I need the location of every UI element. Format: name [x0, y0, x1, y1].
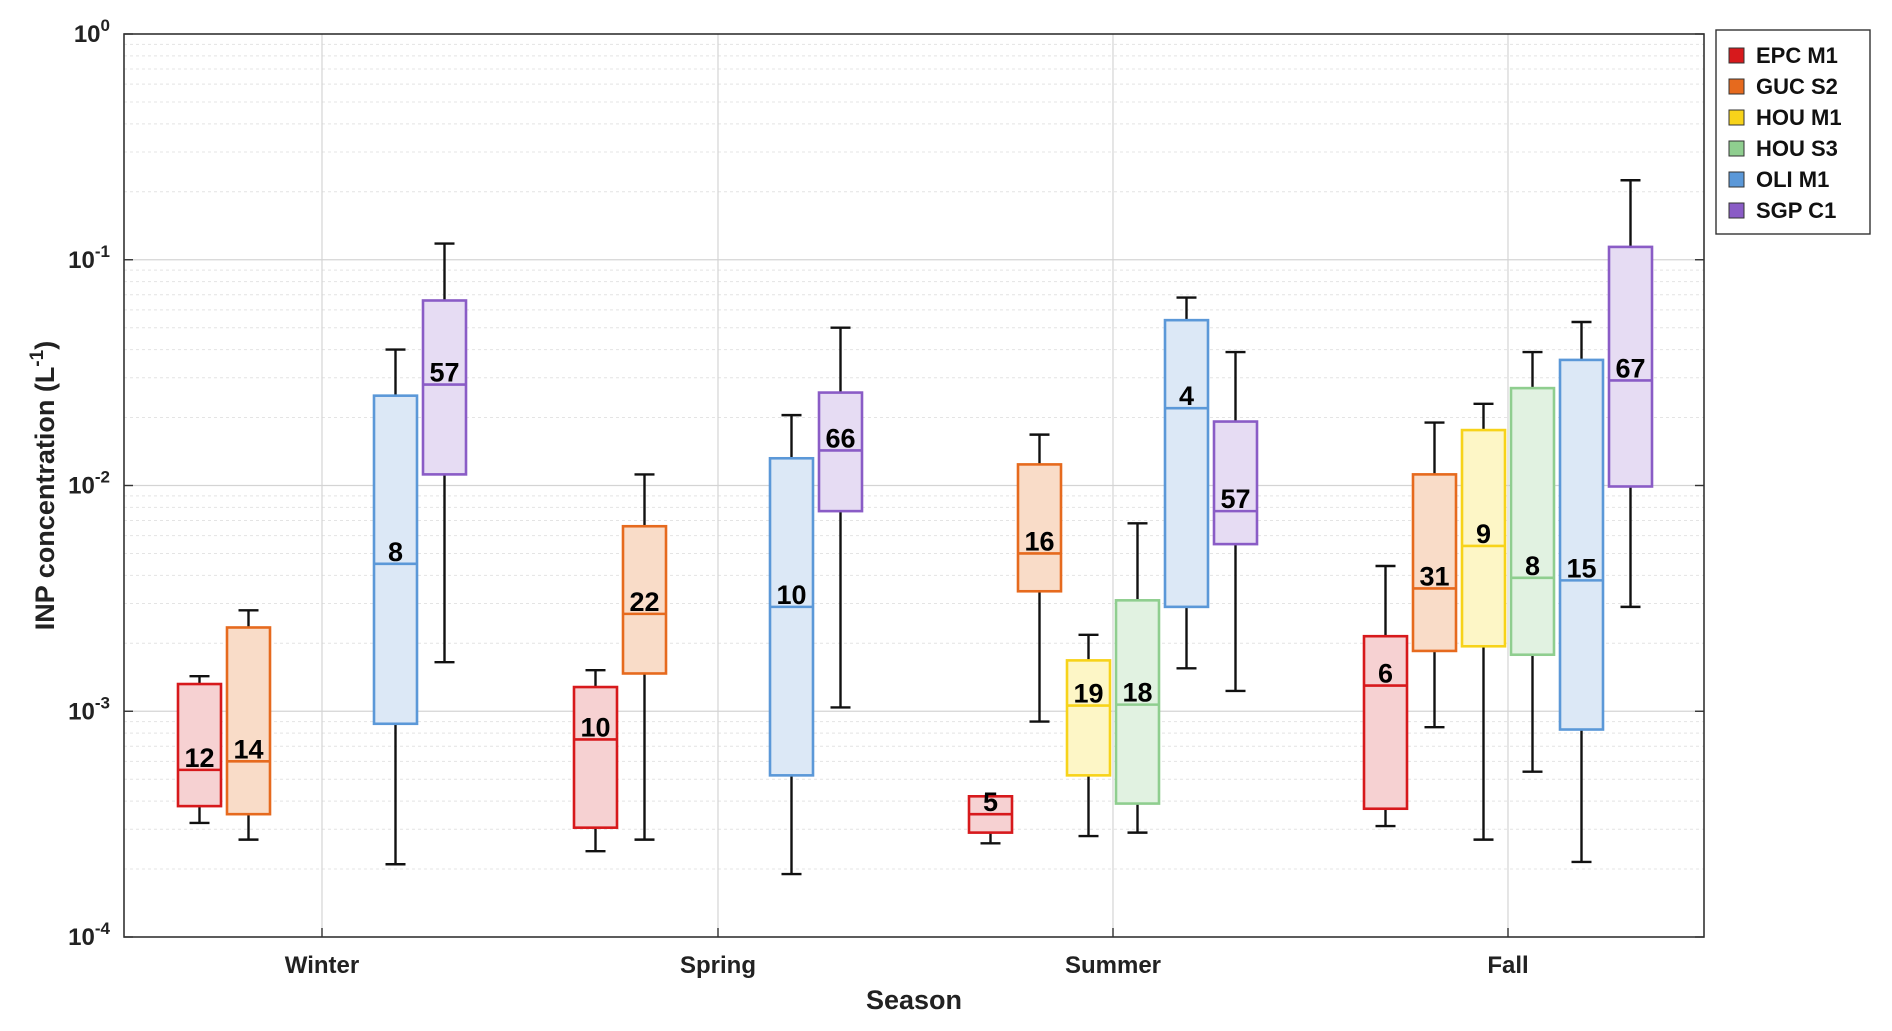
iqr-box [1163, 318, 1210, 609]
box-spring-oli-m1: 10 [768, 413, 815, 876]
boxes-layer: 12 14 8 57 10 22 10 66 5 16 19 18 4 57 6 31 9 8 15 67 [176, 179, 1654, 876]
iqr-box [1509, 386, 1556, 657]
iqr-box [572, 685, 619, 829]
iqr-box [817, 391, 864, 513]
x-tick-label-fall: Fall [1487, 952, 1528, 979]
iqr-box [1411, 473, 1458, 653]
box-winter-sgp-c1: 57 [421, 242, 468, 664]
sample-count-label: 16 [1024, 526, 1054, 556]
box-spring-epc-m1: 10 [572, 668, 619, 853]
iqr-box [1460, 428, 1507, 648]
box-fall-oli-m1: 15 [1558, 320, 1605, 864]
box-spring-sgp-c1: 66 [817, 326, 864, 709]
axis-ticks: 10-4 10-3 10-2 10-1 100 Winter Spring Summer Fal… [68, 16, 1704, 979]
y-tick-label: 10-4 [68, 919, 110, 951]
sample-count-label: 8 [388, 537, 403, 567]
legend-label: OLI M1 [1756, 167, 1829, 192]
iqr-box [1065, 659, 1112, 777]
y-tick-label: 10-2 [68, 468, 110, 500]
sample-count-label: 57 [1220, 484, 1250, 514]
iqr-box [225, 626, 272, 816]
sample-count-label: 9 [1476, 519, 1491, 549]
sample-count-label: 66 [825, 423, 855, 453]
box-fall-epc-m1: 6 [1362, 564, 1409, 828]
box-summer-hou-s3: 18 [1114, 522, 1161, 834]
sample-count-label: 31 [1419, 561, 1449, 591]
y-tick-label: 10-1 [68, 242, 110, 274]
box-fall-guc-s2: 31 [1411, 421, 1458, 729]
legend-label: EPC M1 [1756, 43, 1838, 68]
sample-count-label: 10 [776, 580, 806, 610]
legend-label: GUC S2 [1756, 74, 1838, 99]
box-summer-sgp-c1: 57 [1212, 350, 1259, 693]
legend-label: SGP C1 [1756, 198, 1836, 223]
sample-count-label: 6 [1378, 659, 1393, 689]
iqr-box [1114, 599, 1161, 805]
iqr-box [1362, 634, 1409, 811]
sample-count-label: 19 [1073, 679, 1103, 709]
iqr-box [1016, 463, 1063, 593]
box-winter-guc-s2: 14 [225, 609, 272, 841]
iqr-box [768, 456, 815, 777]
sample-count-label: 15 [1566, 553, 1596, 583]
sample-count-label: 4 [1179, 381, 1194, 411]
axis-labels: Season INP concentration (L-1) [27, 341, 962, 1015]
legend-label: HOU S3 [1756, 136, 1838, 161]
iqr-box [372, 394, 419, 726]
iqr-box [176, 682, 223, 808]
y-axis-title: INP concentration (L-1) [27, 341, 60, 630]
sample-count-label: 8 [1525, 551, 1540, 581]
legend-swatch [1728, 202, 1745, 219]
y-tick-label: 100 [74, 16, 110, 48]
box-summer-epc-m1: 5 [967, 787, 1014, 845]
legend-swatch [1728, 109, 1745, 126]
box-fall-hou-m1: 9 [1460, 402, 1507, 841]
x-tick-label-summer: Summer [1065, 952, 1161, 979]
iqr-box [1607, 245, 1654, 488]
box-fall-sgp-c1: 67 [1607, 179, 1654, 609]
y-tick-label: 10-3 [68, 693, 110, 725]
iqr-box [621, 524, 668, 675]
x-tick-label-spring: Spring [680, 952, 756, 979]
legend-box [1715, 29, 1871, 235]
sample-count-label: 18 [1122, 678, 1152, 708]
box-winter-oli-m1: 8 [372, 348, 419, 866]
legend-swatch [1728, 78, 1745, 95]
box-summer-guc-s2: 16 [1016, 433, 1063, 723]
box-winter-epc-m1: 12 [176, 674, 223, 825]
legend: EPC M1 GUC S2 HOU M1 HOU S3 OLI M1 SGP C1 [1715, 29, 1871, 235]
box-summer-oli-m1: 4 [1163, 296, 1210, 670]
box-summer-hou-m1: 19 [1065, 633, 1112, 838]
sample-count-label: 14 [233, 734, 263, 764]
legend-label: HOU M1 [1756, 105, 1842, 130]
legend-swatch [1728, 47, 1745, 64]
sample-count-label: 57 [429, 358, 459, 388]
x-tick-label-winter: Winter [285, 952, 359, 979]
iqr-box [421, 299, 468, 476]
legend-swatch [1728, 171, 1745, 188]
box-fall-hou-s3: 8 [1509, 350, 1556, 773]
sample-count-label: 12 [184, 743, 214, 773]
x-axis-title: Season [866, 985, 962, 1015]
sample-count-label: 22 [629, 587, 659, 617]
sample-count-label: 67 [1615, 353, 1645, 383]
sample-count-label: 5 [983, 787, 998, 817]
sample-count-label: 10 [580, 712, 610, 742]
box-spring-guc-s2: 22 [621, 473, 668, 841]
iqr-box [1212, 420, 1259, 546]
legend-swatch [1728, 140, 1745, 157]
iqr-box [1558, 358, 1605, 731]
